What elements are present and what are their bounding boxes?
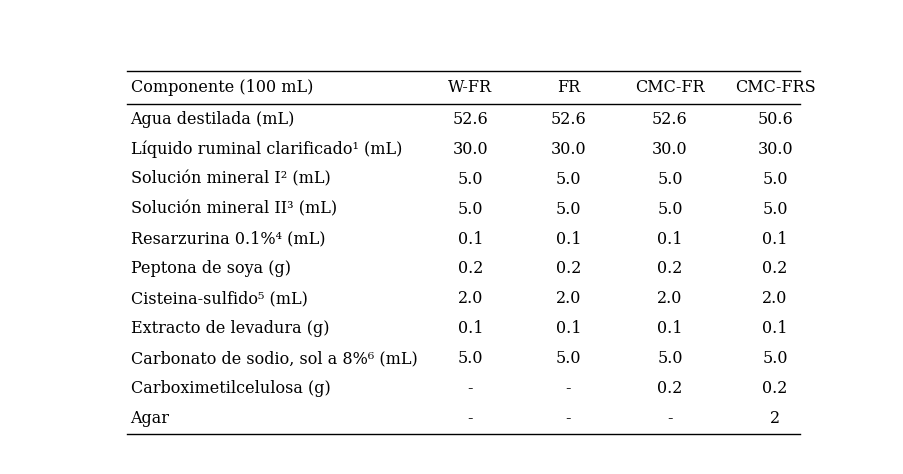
Text: 50.6: 50.6 — [757, 111, 792, 128]
Text: Resarzurina 0.1%⁴ (mL): Resarzurina 0.1%⁴ (mL) — [130, 230, 325, 247]
Text: -: - — [565, 380, 571, 397]
Text: Extracto de levadura (g): Extracto de levadura (g) — [130, 320, 329, 337]
Text: 0.1: 0.1 — [656, 320, 682, 337]
Text: 5.0: 5.0 — [555, 171, 581, 188]
Text: 0.2: 0.2 — [656, 380, 682, 397]
Text: Carboximetilcelulosa (g): Carboximetilcelulosa (g) — [130, 380, 330, 397]
Text: Componente (100 mL): Componente (100 mL) — [130, 80, 312, 96]
Text: 2.0: 2.0 — [555, 291, 581, 307]
Text: 5.0: 5.0 — [457, 350, 482, 367]
Text: -: - — [467, 410, 472, 427]
Text: Carbonato de sodio, sol a 8%⁶ (mL): Carbonato de sodio, sol a 8%⁶ (mL) — [130, 350, 417, 367]
Text: 5.0: 5.0 — [457, 171, 482, 188]
Text: 52.6: 52.6 — [651, 111, 687, 128]
Text: 5.0: 5.0 — [656, 171, 682, 188]
Text: 30.0: 30.0 — [452, 141, 488, 158]
Text: 52.6: 52.6 — [452, 111, 488, 128]
Text: -: - — [666, 410, 672, 427]
Text: 5.0: 5.0 — [555, 350, 581, 367]
Text: 5.0: 5.0 — [761, 350, 787, 367]
Text: 30.0: 30.0 — [651, 141, 687, 158]
Text: 2.0: 2.0 — [656, 291, 682, 307]
Text: W-FR: W-FR — [448, 80, 492, 96]
Text: 2.0: 2.0 — [761, 291, 787, 307]
Text: 0.2: 0.2 — [656, 260, 682, 277]
Text: 5.0: 5.0 — [457, 201, 482, 218]
Text: Agar: Agar — [130, 410, 170, 427]
Text: 0.2: 0.2 — [555, 260, 581, 277]
Text: 2: 2 — [769, 410, 779, 427]
Text: 5.0: 5.0 — [656, 201, 682, 218]
Text: 52.6: 52.6 — [550, 111, 586, 128]
Text: 30.0: 30.0 — [757, 141, 792, 158]
Text: 5.0: 5.0 — [656, 350, 682, 367]
Text: 0.2: 0.2 — [457, 260, 482, 277]
Text: 5.0: 5.0 — [761, 201, 787, 218]
Text: 30.0: 30.0 — [550, 141, 585, 158]
Text: 5.0: 5.0 — [761, 171, 787, 188]
Text: CMC-FRS: CMC-FRS — [734, 80, 815, 96]
Text: Solución mineral II³ (mL): Solución mineral II³ (mL) — [130, 201, 336, 218]
Text: 0.1: 0.1 — [457, 320, 482, 337]
Text: 0.1: 0.1 — [555, 230, 581, 247]
Text: 0.1: 0.1 — [761, 230, 787, 247]
Text: 2.0: 2.0 — [457, 291, 482, 307]
Text: 5.0: 5.0 — [555, 201, 581, 218]
Text: 0.2: 0.2 — [761, 380, 787, 397]
Text: 0.1: 0.1 — [656, 230, 682, 247]
Text: 0.1: 0.1 — [555, 320, 581, 337]
Text: -: - — [565, 410, 571, 427]
Text: Peptona de soya (g): Peptona de soya (g) — [130, 260, 290, 277]
Text: 0.1: 0.1 — [457, 230, 482, 247]
Text: CMC-FR: CMC-FR — [635, 80, 704, 96]
Text: Líquido ruminal clarificado¹ (mL): Líquido ruminal clarificado¹ (mL) — [130, 140, 402, 158]
Text: 0.2: 0.2 — [761, 260, 787, 277]
Text: Solución mineral I² (mL): Solución mineral I² (mL) — [130, 171, 330, 188]
Text: -: - — [467, 380, 472, 397]
Text: 0.1: 0.1 — [761, 320, 787, 337]
Text: Cisteina-sulfido⁵ (mL): Cisteina-sulfido⁵ (mL) — [130, 291, 307, 307]
Text: FR: FR — [556, 80, 580, 96]
Text: Agua destilada (mL): Agua destilada (mL) — [130, 111, 294, 128]
